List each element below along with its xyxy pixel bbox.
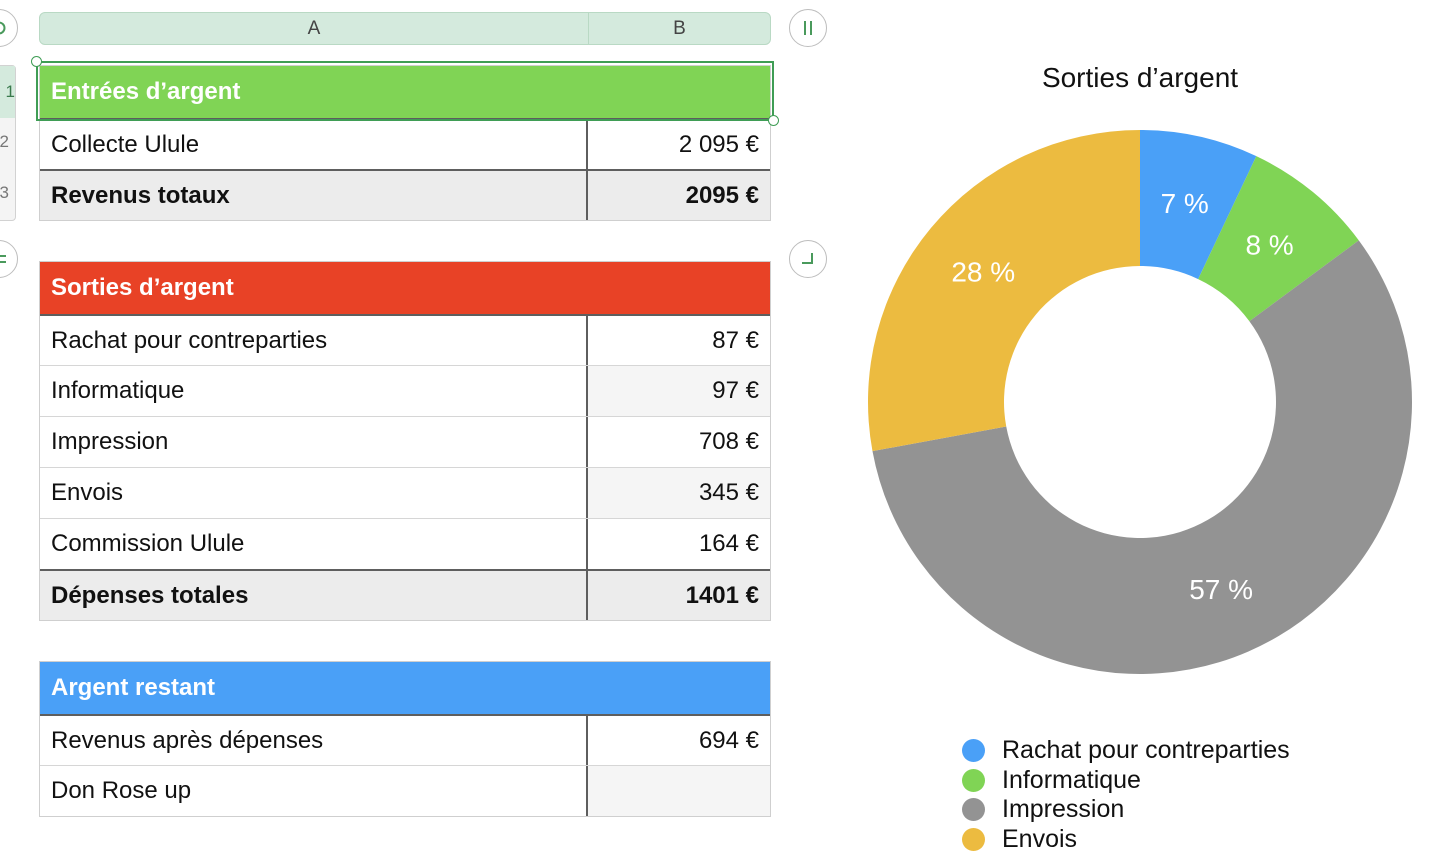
table-cell-value[interactable]: 2 095 € [678,130,759,158]
legend-item: Impression [962,795,1290,825]
expenses-table: Sorties d’argent Rachat pour contreparti… [39,261,771,621]
donut-slice[interactable] [1198,156,1359,322]
donut-slice[interactable] [1140,130,1257,280]
slice-label: 57 % [1189,574,1253,605]
slice-label: 8 % [1245,229,1293,260]
table-row: Don Rose up [40,765,770,816]
table-row: Rachat pour contreparties 87 € [40,314,770,365]
legend-label: Rachat pour contreparties [1002,736,1290,765]
table-cell-label[interactable]: Impression [40,417,588,467]
legend-swatch [962,768,985,792]
column-header-bar: A B [39,12,771,45]
table-cell-label[interactable]: Revenus après dépenses [40,716,588,765]
donut-chart[interactable]: 7 % 8 % 57 % 28 % [860,122,1420,682]
expenses-total-label[interactable]: Dépenses totales [40,571,588,620]
row-handle-icon [0,255,6,263]
row-header-2[interactable]: 2 [0,132,9,151]
legend-swatch [962,739,985,763]
add-column-button[interactable] [789,9,827,47]
income-total-value[interactable]: 2095 € [685,181,759,209]
chart-legend[interactable]: Rachat pour contreparties Informatique I… [962,736,1290,854]
table-row: Envois 345 € [40,467,770,518]
expenses-table-title[interactable]: Sorties d’argent [40,262,770,314]
row-header-1[interactable]: 1 [0,66,15,118]
income-total-row: Revenus totaux 2095 € [40,169,770,220]
resize-table-button[interactable] [789,240,827,278]
table-cell-label[interactable]: Rachat pour contreparties [40,316,588,365]
legend-label: Impression [1002,795,1125,824]
slice-label: 7 % [1161,188,1209,219]
table-row: Collecte Ulule 2 095 € [40,118,770,169]
selection-handle-bottom-right[interactable] [768,115,779,126]
legend-swatch [962,798,985,822]
legend-item: Envois [962,825,1290,855]
select-table-handle[interactable] [0,9,18,47]
remaining-table: Argent restant Revenus après dépenses 69… [39,661,771,817]
legend-item: Informatique [962,766,1290,796]
table-cell-label[interactable]: Envois [40,468,588,518]
add-row-button[interactable] [0,240,18,278]
table-cell-value[interactable]: 164 € [698,530,759,557]
donut-slice[interactable] [868,130,1140,452]
table-cell-label[interactable]: Collecte Ulule [40,120,588,169]
legend-swatch [962,827,985,851]
remaining-table-title[interactable]: Argent restant [40,662,770,714]
income-table: Entrées d’argent Collecte Ulule 2 095 € … [39,65,771,221]
table-cell-value[interactable]: 708 € [698,428,759,455]
table-row: Informatique 97 € [40,365,770,416]
income-table-title[interactable]: Entrées d’argent [40,66,770,118]
table-row: Revenus après dépenses 694 € [40,714,770,765]
donut-slice[interactable] [872,240,1412,674]
selection-handle-top-left[interactable] [31,56,42,67]
row-header-bar: 1 2 3 [0,65,16,221]
income-total-label[interactable]: Revenus totaux [40,171,588,220]
table-row: Commission Ulule 164 € [40,518,770,569]
row-header-3[interactable]: 3 [0,183,9,202]
column-header-a[interactable]: A [40,13,589,44]
table-cell-value[interactable]: 97 € [588,366,770,416]
legend-label: Envois [1002,824,1078,853]
table-cell-value[interactable]: 87 € [712,326,759,354]
table-cell-value[interactable]: 345 € [588,468,770,518]
legend-item: Rachat pour contreparties [962,736,1290,766]
expenses-total-row: Dépenses totales 1401 € [40,569,770,620]
table-cell-value[interactable]: 694 € [698,726,759,754]
column-handle-icon [804,21,812,35]
table-cell-label[interactable]: Informatique [40,366,588,416]
table-row: Impression 708 € [40,416,770,467]
chart-title[interactable]: Sorties d’argent [1041,62,1239,93]
table-cell-label[interactable]: Don Rose up [40,766,588,816]
expenses-total-value[interactable]: 1401 € [685,581,759,609]
circle-icon [0,21,6,35]
slice-label: 28 % [951,256,1015,287]
table-cell-value[interactable] [588,766,770,816]
corner-resize-icon [802,253,813,264]
legend-label: Informatique [1002,765,1141,794]
table-cell-label[interactable]: Commission Ulule [40,519,588,569]
column-header-b[interactable]: B [673,17,686,39]
